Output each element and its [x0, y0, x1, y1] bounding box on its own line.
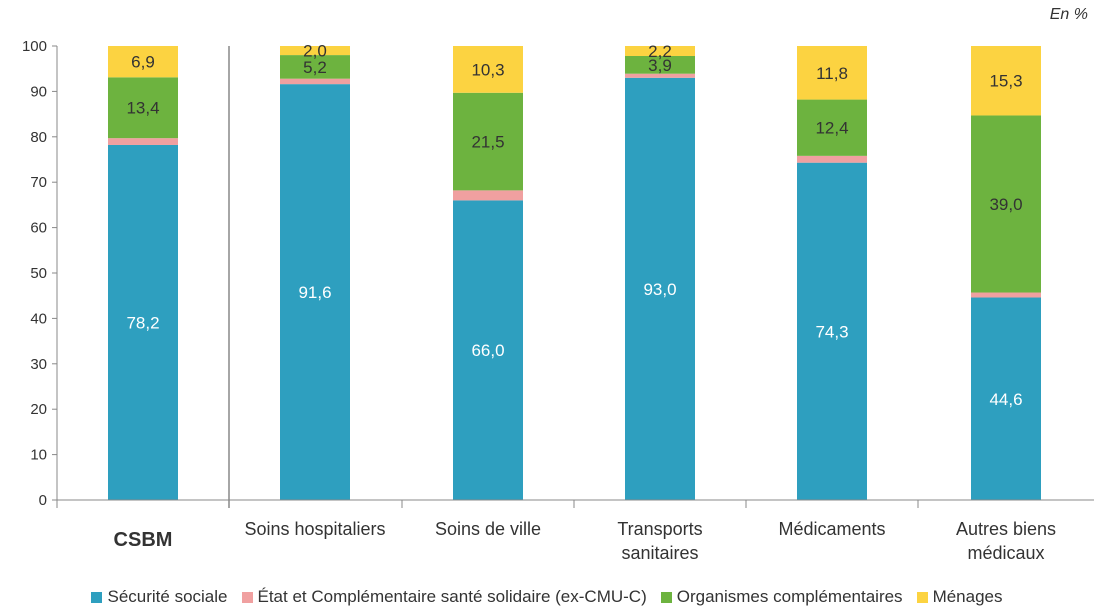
- bar-segment: [280, 46, 350, 56]
- x-category-label: CSBM: [114, 529, 173, 551]
- bar-data-label: 12,4: [815, 119, 848, 138]
- legend-item: État et Complémentaire santé solidaire (…: [241, 587, 647, 607]
- x-axis: CSBM Soins hospitaliers Soins de ville Tran…: [56, 46, 1094, 563]
- legend-item: Organismes complémentaires: [660, 587, 903, 607]
- x-category-label: Médicaments: [778, 519, 885, 539]
- bar-segment: [108, 138, 178, 145]
- bar-data-label: 11,8: [816, 64, 848, 83]
- y-tick-label: 80: [30, 129, 47, 146]
- legend-label: Sécurité sociale: [107, 587, 228, 606]
- bar-data-label: 44,6: [989, 390, 1022, 409]
- bar-segment: [453, 92, 523, 191]
- bar-segment: [797, 162, 867, 501]
- bar-segment: [971, 297, 1041, 500]
- bar-segment: [797, 46, 867, 100]
- bar-segment: [453, 190, 523, 201]
- bar-data-label: 21,5: [471, 133, 504, 152]
- bar-data-label: 2,0: [303, 42, 327, 61]
- y-tick-label: 20: [30, 401, 47, 418]
- x-category-label: sanitaires: [621, 543, 698, 563]
- y-tick-label: 40: [30, 310, 47, 327]
- bar-segment: [453, 46, 523, 93]
- legend-swatch: [91, 591, 103, 603]
- x-category-label: Transports: [617, 519, 702, 539]
- bar-segment: [280, 84, 350, 501]
- legend-item: Sécurité sociale: [91, 587, 228, 607]
- x-category-label: médicaux: [967, 543, 1044, 563]
- y-tick-label: 10: [30, 447, 47, 464]
- bar-data-label: 13,4: [126, 99, 159, 118]
- y-tick-label: 70: [30, 174, 47, 191]
- y-tick-label: 50: [30, 265, 47, 282]
- legend-swatch: [916, 591, 928, 603]
- x-category-label: Autres biens: [956, 519, 1056, 539]
- y-tick-label: 30: [30, 356, 47, 373]
- legend-label: État et Complémentaire santé solidaire (…: [257, 587, 647, 606]
- y-axis: 0 10 20 30 40 50 60 70 80 90 100: [22, 38, 58, 509]
- bar-segment: [108, 77, 178, 139]
- bar-data-label: 74,3: [815, 322, 848, 341]
- bar-data-label: 3,9: [648, 56, 672, 75]
- x-category-label: Soins hospitaliers: [244, 519, 385, 539]
- bars: 78,2 13,4 6,9 91,6 5,22,0 66,0 21,5 10,3 93,0 3,9…: [108, 42, 1041, 501]
- bar-data-label: 15,3: [989, 72, 1022, 91]
- x-category-label: Soins de ville: [435, 519, 541, 539]
- bar-data-label: 2,2: [648, 42, 672, 61]
- legend-label: Organismes complémentaires: [676, 587, 903, 606]
- bar-segment: [108, 46, 178, 78]
- legend-swatch: [241, 591, 253, 603]
- bar-data-label: 5,2: [303, 58, 327, 77]
- y-tick-label: 60: [30, 220, 47, 237]
- bar-segment: [797, 99, 867, 156]
- legend-swatch: [660, 591, 672, 603]
- bar-data-label: 66,0: [471, 341, 504, 360]
- bar-data-label: 6,9: [131, 53, 155, 72]
- y-tick-label: 100: [22, 38, 47, 55]
- bar-segment: [280, 78, 350, 85]
- stacked-bar-chart: 0 10 20 30 40 50 60 70 80 90 100 78,2 13,4 6,9 91,6 5,…: [22, 38, 1094, 563]
- bar-segment: [971, 46, 1041, 116]
- y-tick-label: 90: [30, 83, 47, 100]
- bar-segment: [625, 73, 695, 78]
- legend-label: Ménages: [932, 587, 1003, 606]
- y-tick-label: 0: [39, 492, 47, 509]
- bar-segment: [108, 144, 178, 501]
- legend-item: Ménages: [916, 587, 1003, 607]
- bar-segment: [625, 46, 695, 56]
- bar-segment: [797, 155, 867, 163]
- unit-label: En %: [1049, 6, 1088, 23]
- bar-data-label: 78,2: [126, 313, 159, 332]
- legend: Sécurité sociale État et Complémentaire s…: [0, 587, 1094, 607]
- bar-data-label: 10,3: [471, 60, 504, 79]
- bar-segment: [625, 77, 695, 500]
- bar-segment: [280, 55, 350, 79]
- bar-segment: [625, 55, 695, 74]
- bar-data-label: 91,6: [298, 283, 331, 302]
- bar-data-label: 39,0: [989, 195, 1022, 214]
- bar-segment: [971, 115, 1041, 293]
- bar-data-label: 93,0: [643, 280, 676, 299]
- bar-segment: [971, 292, 1041, 298]
- bar-segment: [453, 200, 523, 501]
